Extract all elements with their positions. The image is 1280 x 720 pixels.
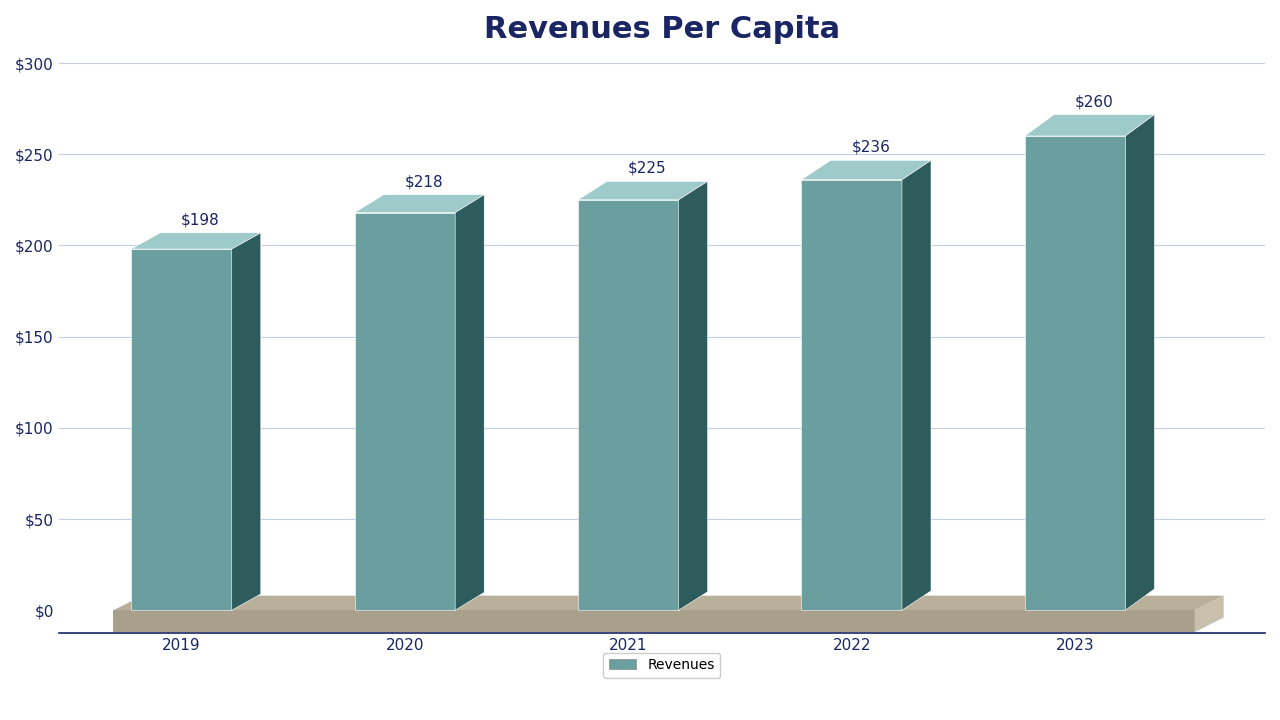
- Text: $198: $198: [180, 212, 220, 228]
- Polygon shape: [801, 180, 902, 611]
- Polygon shape: [355, 212, 456, 611]
- Text: $236: $236: [851, 140, 890, 155]
- Polygon shape: [114, 595, 1224, 611]
- Text: $225: $225: [628, 161, 667, 176]
- Polygon shape: [579, 200, 678, 611]
- Polygon shape: [1025, 114, 1155, 136]
- Text: $260: $260: [1075, 94, 1114, 109]
- Polygon shape: [678, 181, 708, 611]
- Title: Revenues Per Capita: Revenues Per Capita: [484, 15, 840, 44]
- Polygon shape: [579, 181, 708, 200]
- Polygon shape: [114, 611, 1194, 632]
- Polygon shape: [132, 233, 261, 249]
- Polygon shape: [456, 194, 484, 611]
- Polygon shape: [232, 233, 261, 611]
- Polygon shape: [132, 249, 232, 611]
- Polygon shape: [1125, 114, 1155, 611]
- Polygon shape: [902, 161, 931, 611]
- Text: $218: $218: [404, 174, 443, 189]
- Polygon shape: [1025, 136, 1125, 611]
- Polygon shape: [355, 194, 484, 212]
- Polygon shape: [1194, 595, 1224, 632]
- Polygon shape: [801, 161, 931, 180]
- Legend: Revenues: Revenues: [603, 652, 721, 678]
